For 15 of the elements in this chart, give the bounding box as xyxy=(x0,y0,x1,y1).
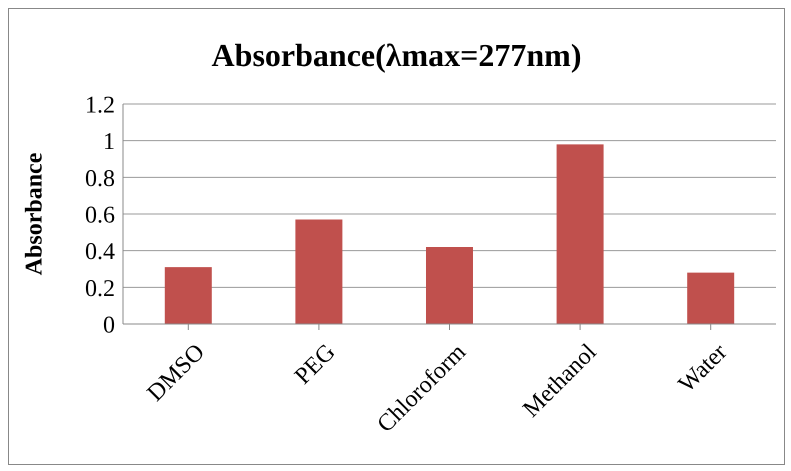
y-tick-label: 1 xyxy=(103,129,115,156)
bar xyxy=(295,220,342,324)
chart-title: Absorbance(λmax=277nm) xyxy=(210,37,582,74)
x-tick-label: PEG xyxy=(290,339,340,390)
bar xyxy=(556,144,604,324)
y-tick-label: 0.6 xyxy=(85,202,115,229)
y-tick-label: 1.2 xyxy=(85,92,115,119)
y-tick-label: 0.4 xyxy=(85,239,115,266)
bar xyxy=(687,272,734,324)
bar xyxy=(164,267,212,324)
bar xyxy=(426,247,473,324)
y-tick-label: 0 xyxy=(103,312,115,339)
y-tick-label: 0.2 xyxy=(85,276,115,302)
y-axis-title: Absorbance xyxy=(22,152,48,276)
y-tick-label: 0.8 xyxy=(85,166,115,192)
